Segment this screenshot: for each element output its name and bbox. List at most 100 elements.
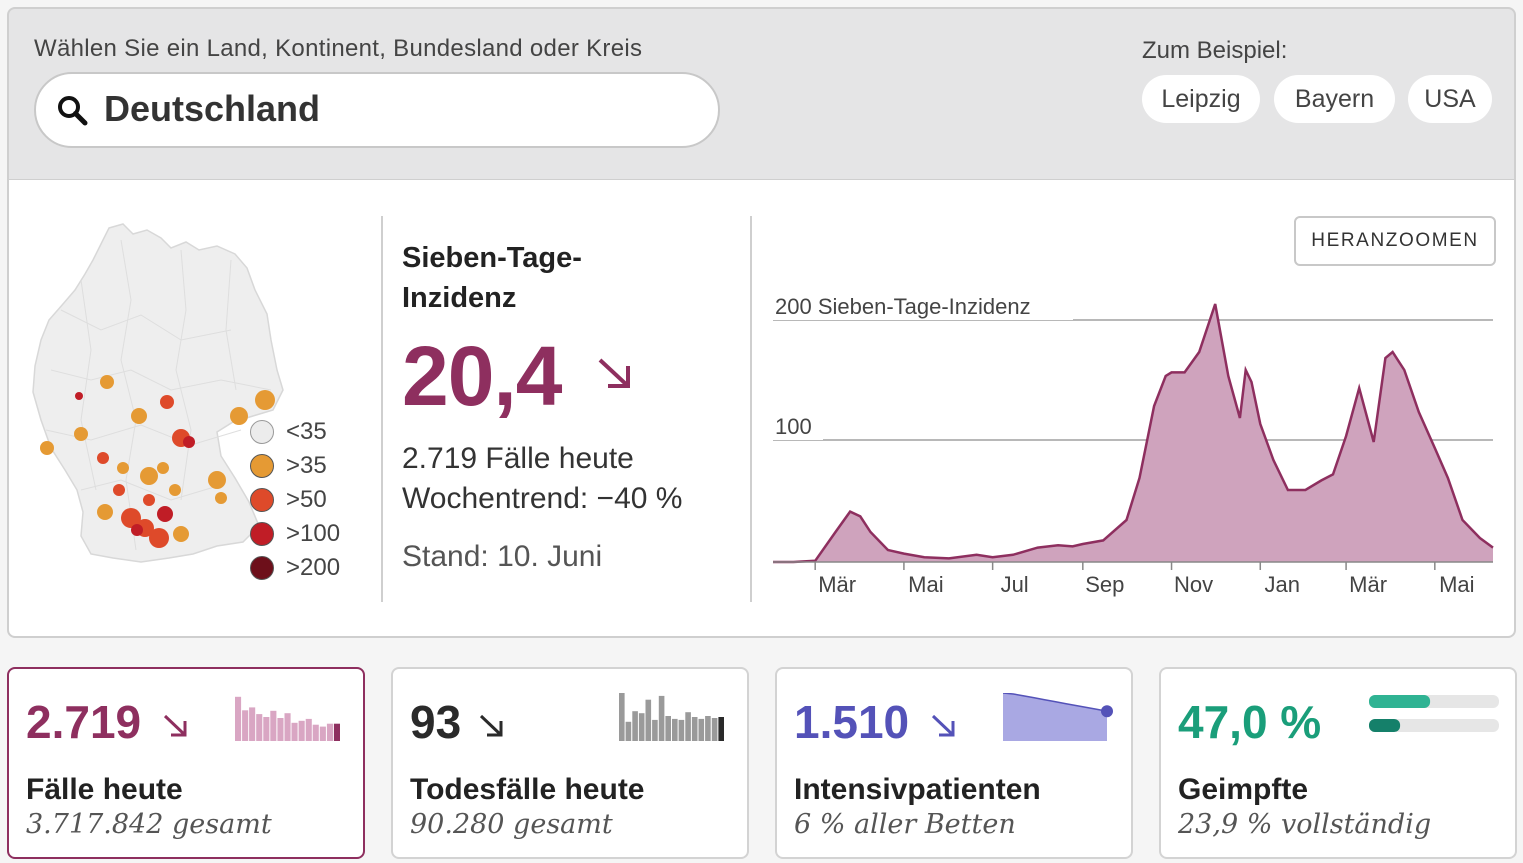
incidence-chart[interactable]: 200 Sieben-Tage-Inzidenz 100 Mär Mai Jul Se… <box>767 280 1507 605</box>
card-title: Intensivpatienten <box>794 773 1041 806</box>
gridline-label-bg <box>773 412 823 440</box>
x-tick-label: Mär <box>818 572 856 597</box>
trend-down-arrow-icon <box>598 358 630 388</box>
incidence-value: 20,4 <box>402 329 562 423</box>
spark-area <box>1003 693 1107 741</box>
week-trend: Wochentrend: −40 % <box>402 482 683 515</box>
legend-item: >200 <box>250 554 340 582</box>
card-subtitle: 23,9 % vollständig <box>1178 809 1432 840</box>
x-tick-label: Mai <box>1439 572 1474 597</box>
legend-item: <35 <box>250 418 327 446</box>
spark-bar <box>698 718 705 741</box>
search-input[interactable]: Deutschland <box>34 72 720 148</box>
search-label: Wählen Sie ein Land, Kontinent, Bundesla… <box>34 35 643 62</box>
card-value: 47,0 % <box>1178 696 1322 748</box>
spark-bar <box>711 718 718 741</box>
incidence-area <box>773 304 1493 562</box>
spark-bar <box>632 711 638 741</box>
spark-bar <box>678 719 685 741</box>
spark-bar <box>625 721 632 741</box>
x-tick-label: Mär <box>1349 572 1387 597</box>
spark-bar <box>685 712 691 741</box>
spark-bar <box>242 710 249 741</box>
cases-sparkline <box>235 696 340 741</box>
zoom-in-button[interactable]: HERANZOOMEN <box>1294 216 1496 266</box>
spark-bar <box>638 713 645 741</box>
x-tick-label: Jul <box>1001 572 1029 597</box>
card-cases[interactable]: 2.719 Fälle heute 3.717.842 gesamt <box>7 667 365 859</box>
vaccination-progress <box>1369 695 1499 732</box>
spark-bar <box>277 718 284 741</box>
card-title: Fälle heute <box>26 773 183 806</box>
spark-bar <box>619 693 625 741</box>
legend-dot <box>250 556 274 580</box>
spark-endpoint <box>1101 705 1113 718</box>
stand-date: Stand: 10. Juni <box>402 540 603 573</box>
legend-item: >50 <box>250 486 327 514</box>
x-tick-label: Jan <box>1265 572 1300 597</box>
germany-map[interactable] <box>21 220 296 580</box>
gridline-label-bg <box>773 292 1073 320</box>
card-value: 93 <box>410 696 462 748</box>
gridline-label-100: 100 <box>775 414 812 439</box>
card-deaths[interactable]: 93 Todesfälle heute 90.280 gesamt <box>391 667 749 859</box>
search-icon <box>58 96 88 126</box>
search-value[interactable]: Deutschland <box>104 88 321 129</box>
card-title: Geimpfte <box>1178 773 1309 806</box>
spark-bar <box>652 719 658 741</box>
spark-bar <box>665 716 671 741</box>
spark-bar <box>645 699 652 741</box>
legend-label: <35 <box>286 418 327 445</box>
spark-bar <box>672 718 678 741</box>
spark-bar <box>333 723 340 741</box>
spark-bar <box>291 722 298 741</box>
chip-bayern[interactable]: Bayern <box>1274 75 1395 123</box>
card-title: Todesfälle heute <box>410 773 645 806</box>
legend-label: >200 <box>286 554 341 581</box>
x-tick-label: Sep <box>1085 572 1124 597</box>
card-subtitle: 90.280 gesamt <box>410 809 613 840</box>
legend-dot <box>250 488 274 512</box>
legend-label: >35 <box>286 452 327 479</box>
spark-bar <box>691 717 698 741</box>
progress-fill <box>1369 695 1431 708</box>
cases-today: 2.719 Fälle heute <box>402 442 634 475</box>
spark-bar <box>718 717 724 741</box>
spark-bar <box>319 726 326 741</box>
card-value: 1.510 <box>794 696 910 748</box>
spark-bar <box>305 718 312 741</box>
trend-down-arrow-icon <box>163 714 187 737</box>
card-vaccinated[interactable]: 47,0 % Geimpfte 23,9 % vollständig <box>1159 667 1517 859</box>
spark-bar <box>284 713 291 741</box>
spark-bar <box>326 723 333 741</box>
chip-leipzig[interactable]: Leipzig <box>1142 75 1260 123</box>
spark-bar <box>658 695 665 741</box>
spark-line <box>1003 693 1108 712</box>
legend-label: >100 <box>286 520 341 547</box>
trend-down-arrow-icon <box>931 714 955 737</box>
example-label: Zum Beispiel: <box>1142 37 1288 64</box>
legend-dot <box>250 420 274 444</box>
main-panel: <35 >35 >50 >100 >200 Sieben-Tage-Inzide… <box>7 179 1516 638</box>
legend-dot <box>250 454 274 478</box>
card-subtitle: 3.717.842 gesamt <box>26 809 272 840</box>
trend-down-arrow-icon <box>479 714 503 737</box>
legend-label: >50 <box>286 486 327 513</box>
divider <box>750 216 752 602</box>
card-subtitle: 6 % aller Betten <box>794 809 1016 840</box>
legend-item: >35 <box>250 452 327 480</box>
card-icu[interactable]: 1.510 Intensivpatienten 6 % aller Betten <box>775 667 1133 859</box>
search-panel: Wählen Sie ein Land, Kontinent, Bundesla… <box>7 7 1516 179</box>
spark-bar <box>235 696 242 741</box>
spark-bar <box>249 707 256 741</box>
chip-usa[interactable]: USA <box>1408 75 1492 123</box>
spark-bar <box>270 710 277 741</box>
icu-sparkline <box>1003 693 1113 741</box>
progress-fill <box>1369 719 1401 732</box>
card-value: 2.719 <box>26 696 142 748</box>
spark-bar <box>263 717 270 741</box>
spark-bar <box>298 720 305 741</box>
x-tick-label: Nov <box>1174 572 1213 597</box>
progress-track <box>1369 719 1499 732</box>
incidence-line <box>773 303 1494 564</box>
